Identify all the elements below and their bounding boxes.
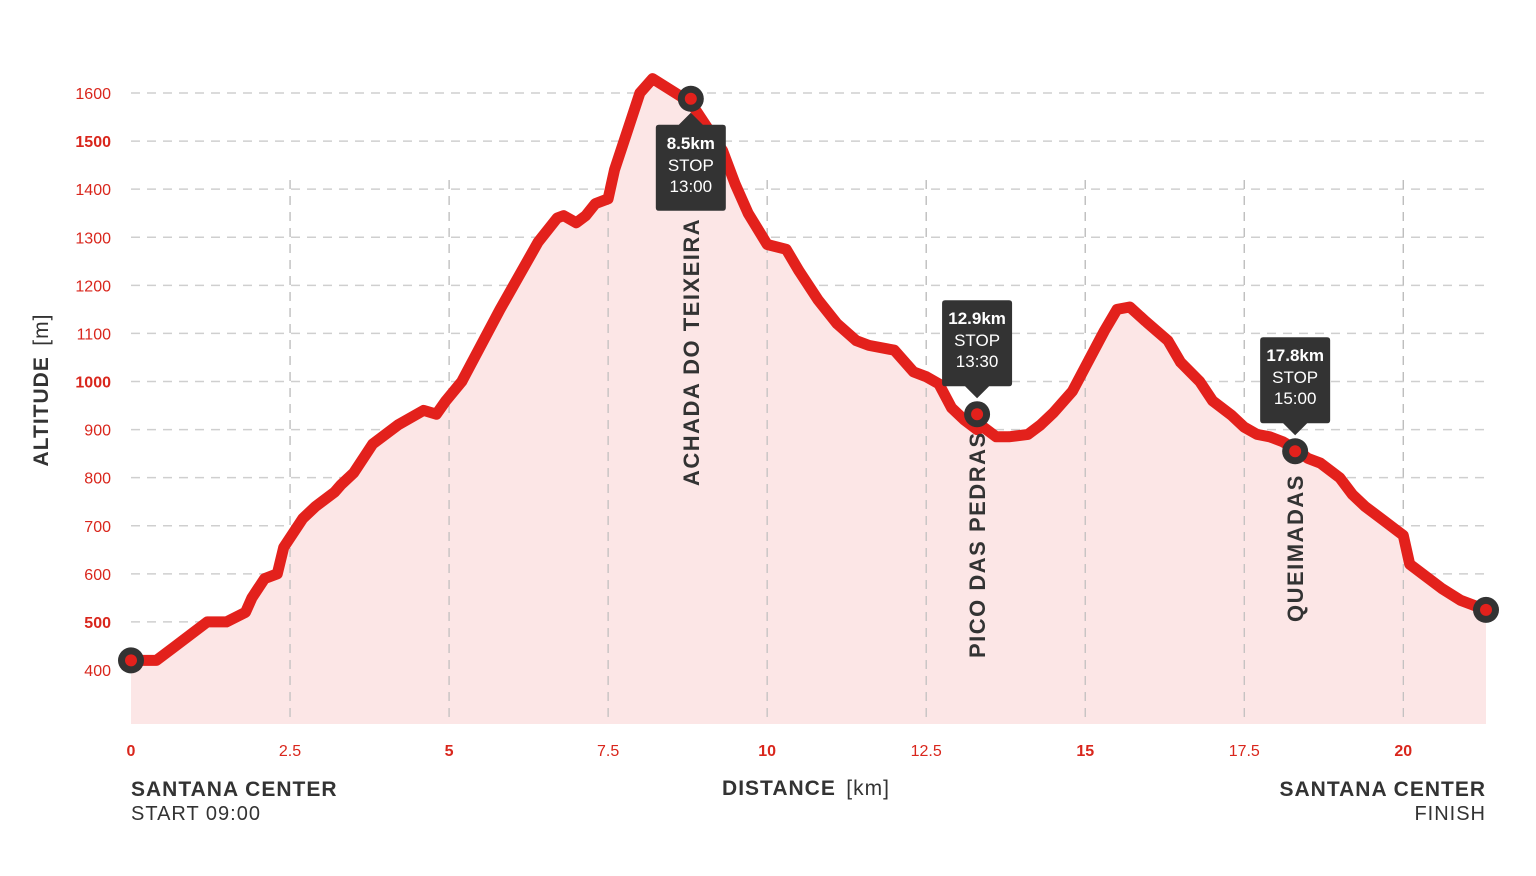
y-axis-ticks: 400 500 600 700 800 900 1000 1100 1200 1300 1400 15… [75, 86, 111, 680]
y-tick-label: 1100 [77, 326, 112, 343]
y-axis-unit: [m] [30, 314, 53, 346]
x-tick-label: 15 [1076, 743, 1094, 760]
y-axis-title: ALTITUDE [m] [30, 314, 53, 467]
y-tick-label: 400 [84, 663, 111, 680]
marker-center [684, 92, 697, 105]
y-tick-label: 1600 [75, 86, 111, 103]
route-marker [1473, 596, 1499, 623]
stop-callout: 8.5km STOP 13:00 [655, 112, 726, 211]
marker-center [125, 654, 137, 667]
x-axis-ticks: 0 2.5 5 7.5 10 12.5 15 17.5 20 [127, 743, 1413, 760]
y-tick-label: 900 [84, 423, 111, 440]
x-tick-label: 5 [445, 743, 454, 760]
route-marker [964, 401, 991, 428]
place-label: QUEIMADAS [1283, 474, 1308, 622]
marker-center [1480, 603, 1492, 616]
start-location-name: SANTANA CENTER [131, 778, 338, 801]
route-markers [118, 85, 1499, 674]
x-tick-label: 12.5 [911, 743, 942, 760]
x-axis-title: DISTANCE [km] [722, 777, 890, 800]
y-tick-label: 1500 [75, 134, 111, 151]
callout-distance: 8.5km [667, 134, 715, 153]
grid-overlay [289, 180, 1404, 724]
callout-time: 13:00 [670, 177, 713, 196]
place-label: ACHADA DO TEIXEIRA [679, 218, 704, 486]
callout-stop: STOP [954, 331, 1000, 350]
callout-stop: STOP [1272, 368, 1318, 387]
x-tick-label: 0 [127, 743, 136, 760]
y-tick-label: 800 [84, 471, 111, 488]
y-tick-label: 700 [84, 519, 111, 536]
route-marker [1282, 438, 1309, 465]
place-label: PICO DAS PEDRAS [965, 431, 990, 658]
finish-location-name: SANTANA CENTER [1280, 778, 1487, 801]
callout-box [1260, 337, 1331, 436]
y-tick-label: 600 [84, 567, 111, 584]
callout-stop: STOP [668, 156, 714, 175]
marker-center [1289, 445, 1302, 458]
stop-callout: 17.8km STOP 15:00 [1260, 337, 1331, 436]
y-axis-label: ALTITUDE [30, 356, 53, 466]
stop-callout: 12.9km STOP 13:30 [942, 300, 1013, 399]
elevation-area-fill [131, 78, 1486, 725]
elevation-line [125, 73, 1492, 666]
route-marker [677, 85, 704, 112]
callout-box [655, 112, 726, 211]
callout-box [942, 300, 1013, 399]
marker-center [971, 408, 984, 421]
x-tick-label: 10 [758, 743, 776, 760]
y-tick-label: 500 [84, 615, 111, 632]
x-axis-label: DISTANCE [722, 777, 836, 800]
y-tick-label: 1000 [75, 375, 111, 392]
y-tick-label: 1400 [75, 182, 111, 199]
callout-time: 15:00 [1274, 389, 1317, 408]
place-labels: ACHADA DO TEIXEIRA PICO DAS PEDRAS QUEIMAD… [679, 218, 1308, 658]
x-tick-label: 20 [1394, 743, 1412, 760]
x-tick-label: 7.5 [597, 743, 619, 760]
y-tick-label: 1300 [75, 230, 111, 247]
x-axis-unit: [km] [846, 777, 890, 800]
x-tick-label: 17.5 [1229, 743, 1260, 760]
callout-distance: 12.9km [948, 309, 1006, 328]
callout-distance: 17.8km [1266, 346, 1324, 365]
route-marker [118, 647, 144, 674]
x-tick-label: 2.5 [279, 743, 301, 760]
callout-time: 13:30 [956, 352, 999, 371]
start-time: START 09:00 [131, 803, 261, 825]
y-tick-label: 1200 [75, 278, 111, 295]
finish-label: FINISH [1414, 803, 1486, 825]
